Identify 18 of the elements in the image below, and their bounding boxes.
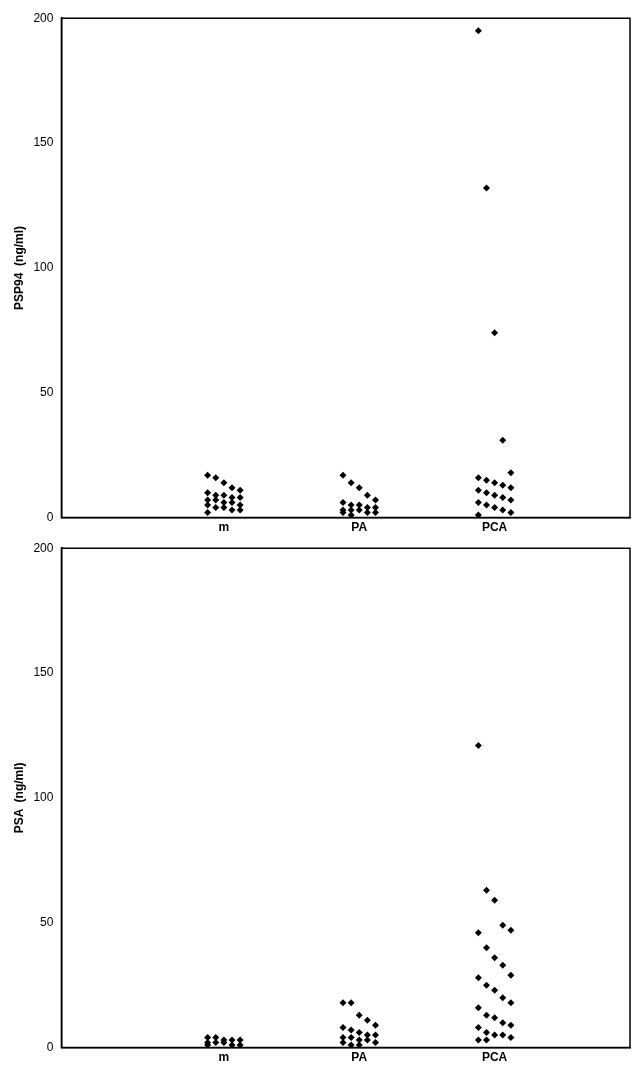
x-tick-label: PA bbox=[351, 1050, 368, 1065]
y-tick-label: 50 bbox=[40, 385, 54, 400]
y-tick-label: 200 bbox=[33, 10, 54, 25]
y-tick-label: 0 bbox=[46, 1039, 54, 1054]
x-tick-label: m bbox=[218, 1050, 230, 1065]
y-axis-title: PSA (ng/ml) bbox=[11, 762, 26, 834]
y-tick-label: 50 bbox=[40, 915, 54, 930]
x-tick-label: PCA bbox=[481, 1050, 508, 1065]
x-tick-label: m bbox=[218, 520, 230, 535]
y-tick-label: 0 bbox=[46, 509, 54, 524]
y-tick-label: 150 bbox=[33, 665, 54, 680]
y-tick-label: 100 bbox=[33, 260, 54, 275]
y-tick-label: 200 bbox=[33, 540, 54, 555]
x-tick-label: PA bbox=[351, 520, 368, 535]
y-axis-title: PSP94 (ng/ml) bbox=[11, 225, 26, 310]
y-tick-label: 150 bbox=[33, 135, 54, 150]
y-tick-label: 100 bbox=[33, 790, 54, 805]
x-tick-label: PCA bbox=[481, 520, 508, 535]
